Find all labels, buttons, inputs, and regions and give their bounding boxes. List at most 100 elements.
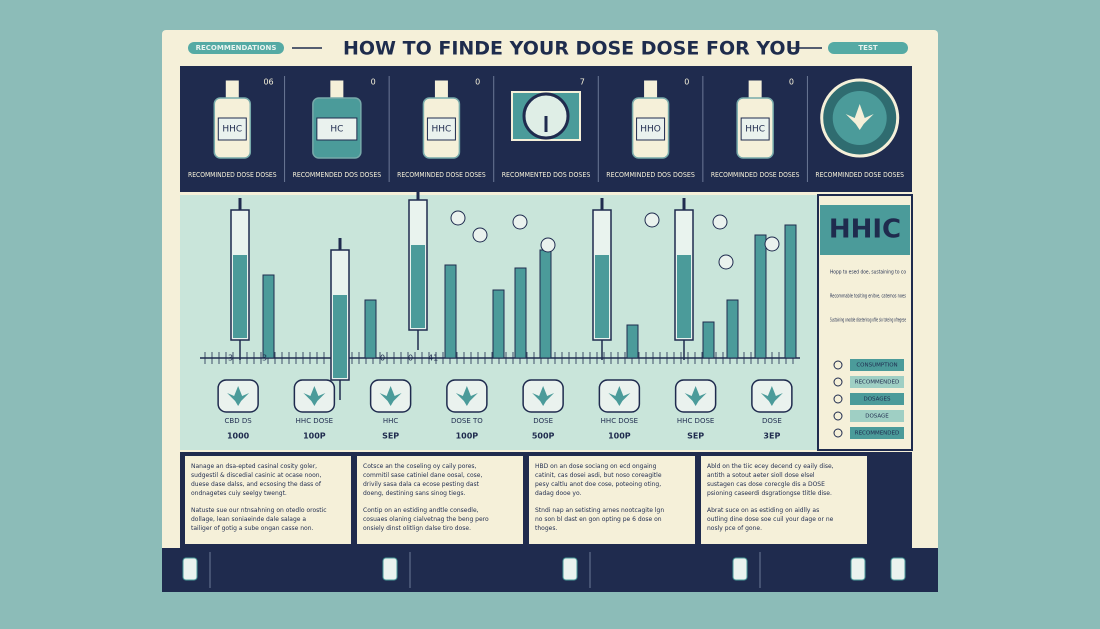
info-box xyxy=(357,456,523,544)
bottle-label-bg xyxy=(636,117,666,141)
info-line: Cotsce an the coseling oy caily pores, xyxy=(363,463,477,470)
title: HOW TO FINDE YOUR DOSE DOSE FOR YOU xyxy=(343,38,801,60)
legend-label: DOSAGE xyxy=(865,414,889,420)
legend-bar xyxy=(850,359,904,371)
info-text: Abrat suce on as estiding on aidlly as ou… xyxy=(707,507,834,532)
dose-amount: 100P xyxy=(303,432,326,441)
bottle-label-bg xyxy=(426,117,456,141)
bottle-label: HHC xyxy=(222,125,242,135)
info-box xyxy=(185,456,351,544)
left-tag: RECOMMENDATIONS xyxy=(196,44,277,52)
bottle-label-bg xyxy=(740,117,770,141)
dose-amount: SEP xyxy=(687,432,704,441)
legend-dot xyxy=(833,428,843,438)
dose-name: HHC DOSE xyxy=(296,417,333,425)
legend-bar xyxy=(850,410,904,422)
info-line: psioning caseerdi dsgrationgse tlitle di… xyxy=(707,490,832,497)
legend-label: RECOMMENDED xyxy=(855,380,900,386)
bottle-label-bg xyxy=(316,117,358,141)
chart-label: 3 xyxy=(262,354,267,363)
footer xyxy=(162,548,938,592)
legend-label: DOSAGES xyxy=(863,397,891,403)
info-line: dollage, lean soniaeinde dale salage a xyxy=(191,516,306,523)
info-text: HBD on an dose sociang on ecd ongaing cat… xyxy=(535,463,662,497)
bar xyxy=(364,299,377,359)
info-line: HBD on an dose sociang on ecd ongaing xyxy=(535,463,657,470)
legend-bar xyxy=(850,393,904,405)
product-caption: RECOMMINDED DOSE DOSES xyxy=(397,171,486,179)
bottle-cap xyxy=(433,79,449,99)
product-caption: RECOMMINDED DOS DOSES xyxy=(606,171,695,179)
bar xyxy=(492,289,505,359)
info-line: duese dase dalss, and ecsosing the dass … xyxy=(191,481,322,488)
info-line: sustagen cas dose corecgle dis a DOSE xyxy=(707,481,825,488)
info-line: nosly pce of gone. xyxy=(707,525,762,532)
legend-dot xyxy=(833,394,843,404)
bar xyxy=(444,264,457,359)
leaf xyxy=(760,386,783,406)
product-number: 0 xyxy=(789,78,794,87)
leaf xyxy=(303,386,326,406)
info-line: Stndi nap an setisting arnes nootcagite … xyxy=(535,507,664,514)
product-number: 0 xyxy=(475,78,480,87)
bottle-label: HHC xyxy=(432,125,452,135)
bar xyxy=(262,274,275,359)
bottle-label: HC xyxy=(330,125,343,135)
leaf xyxy=(532,386,555,406)
leaf xyxy=(379,386,402,406)
dose-name: HHC DOSE xyxy=(601,417,638,425)
info-text: Nanage an dsa-epted casinal cosity goler… xyxy=(191,463,322,497)
info-text: Natuste sue our ntnsahning on otedlo oro… xyxy=(191,507,327,532)
icon-dot xyxy=(512,214,528,230)
legend-bar xyxy=(850,427,904,439)
info-line: Nanage an dsa-epted casinal cosity goler… xyxy=(191,463,317,470)
footer-icon xyxy=(182,557,198,581)
legend-dot xyxy=(833,360,843,370)
dose-name: DOSE xyxy=(762,417,782,425)
bar xyxy=(784,224,797,359)
bar xyxy=(514,267,527,359)
dose-name: DOSE TO xyxy=(451,417,483,425)
bar xyxy=(754,234,767,359)
dose-amount: 100P xyxy=(456,432,479,441)
info-line: outling dine dose soe cuil your dage or … xyxy=(707,516,834,523)
icon-dot xyxy=(644,212,660,228)
info-line: Contip on an estiding andtle consedle, xyxy=(363,507,479,514)
info-text: Cotsce an the coseling oy caily pores, co… xyxy=(363,463,482,497)
product-number: 0 xyxy=(371,78,376,87)
info-line: tailiger of gotig a sube ongan casse non… xyxy=(191,525,314,532)
info-text: Stndi nap an setisting arnes nootcagite … xyxy=(535,507,664,532)
product-caption: RECOMMENTED DOS DOSES xyxy=(502,171,591,179)
icon-dot xyxy=(540,237,556,253)
legend-label: CONSUMPTION xyxy=(856,363,897,369)
footer-icon xyxy=(890,557,906,581)
bar xyxy=(726,299,739,359)
info-line: no son bl dast en gon opting pe 6 dose o… xyxy=(535,516,662,523)
product-caption: RECOMMINDED DOSE DOSES xyxy=(188,171,277,179)
syringe-fill xyxy=(233,255,247,338)
info-box xyxy=(529,456,695,544)
bottle-cap xyxy=(224,79,240,99)
leaf xyxy=(684,386,707,406)
info-line: commitil sase catiniel dane oosal, cose, xyxy=(363,472,482,479)
icon-dot xyxy=(712,214,728,230)
side-title-bg xyxy=(820,205,910,255)
syringe-fill xyxy=(595,255,609,338)
dose-name: DOSE xyxy=(533,417,553,425)
info-line: ondnagetes cuiy seelgy twengt. xyxy=(191,490,287,497)
bullet: Hopp to esed doe, sustaining to co xyxy=(830,270,907,276)
legend-dot xyxy=(833,411,843,421)
info-line: dadag dooe yo. xyxy=(535,490,582,497)
info-line: catinit, cas dosei asdi, but noso coreag… xyxy=(535,472,662,479)
leaf xyxy=(845,104,874,130)
bullet: Sustaining onodde diseterinag ofile sio … xyxy=(830,318,906,324)
dose-amount: 1000 xyxy=(227,432,250,441)
syringe-fill xyxy=(677,255,691,338)
bar xyxy=(626,324,639,359)
product-caption: RECOMMINDED DOSE DOSES xyxy=(711,171,800,179)
bar xyxy=(702,321,715,359)
product-number: 06 xyxy=(263,78,273,87)
dose-name: HHC xyxy=(383,417,399,425)
